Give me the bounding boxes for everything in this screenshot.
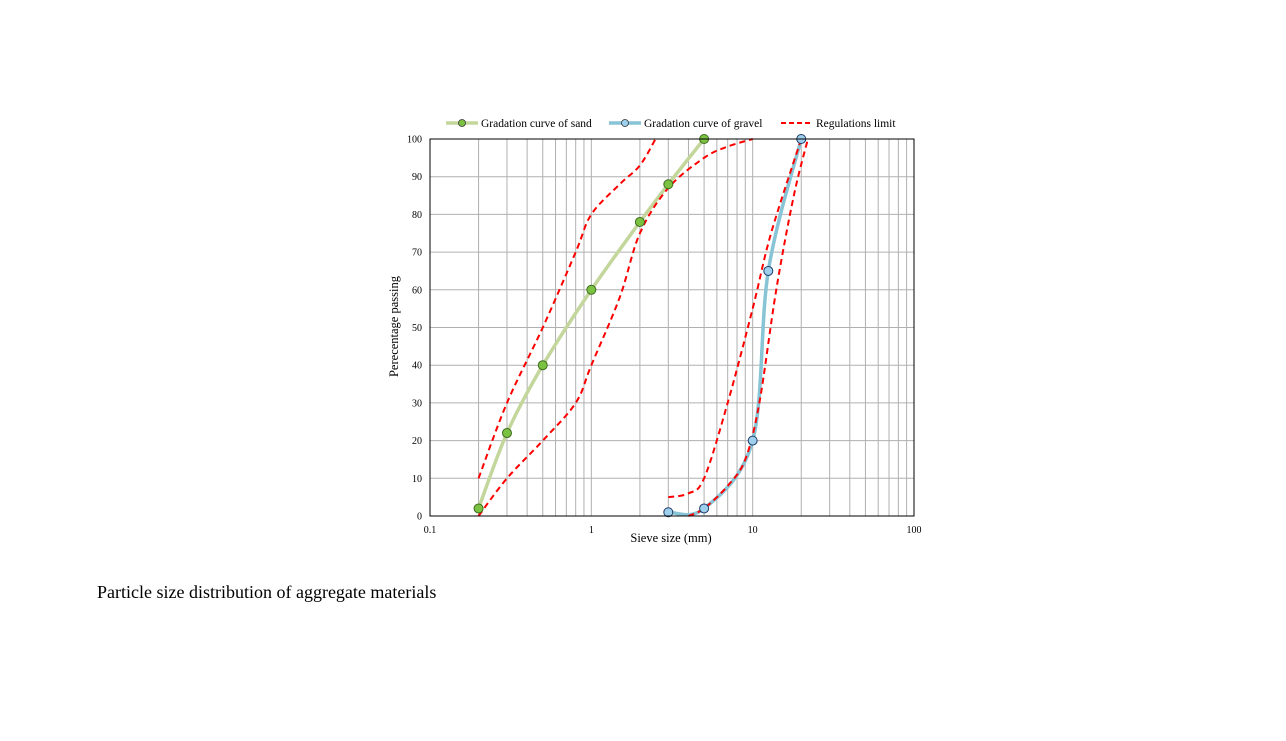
y-tick-label: 60 <box>412 285 422 296</box>
regulation-limit-line-1 <box>477 138 657 479</box>
regulation-limit-line-4 <box>688 138 809 517</box>
sand-data-point <box>634 216 645 227</box>
gravel-data-point <box>663 507 674 518</box>
series-layer <box>473 134 809 518</box>
x-tick-label: 1 <box>589 525 594 536</box>
sand-data-point <box>501 428 512 439</box>
grid <box>430 138 914 516</box>
legend-label: Gradation curve of sand <box>481 118 592 130</box>
x-axis-title: Sieve size (mm) <box>630 531 711 545</box>
x-tick-label: 100 <box>907 525 922 536</box>
y-tick-label: 0 <box>417 512 422 523</box>
regulation-limit-line-3 <box>668 138 803 499</box>
legend-swatch-marker <box>621 119 629 127</box>
y-tick-label: 90 <box>412 172 422 183</box>
tick-labels: 0 10 20 30 40 50 60 70 80 90 100 0.1 1 10 100 <box>407 135 922 537</box>
plot-frame <box>429 138 915 517</box>
legend-label: Regulations limit <box>816 118 896 130</box>
sand-data-point <box>586 284 597 295</box>
y-tick-label: 40 <box>412 361 422 372</box>
sand-data-point <box>663 179 674 190</box>
legend-swatch-marker <box>458 119 466 127</box>
regulation-limit-line-2 <box>477 138 753 517</box>
y-axis-title: Perecentage passing <box>387 275 401 377</box>
y-tick-label: 30 <box>412 398 422 409</box>
sand-data-point <box>473 503 484 514</box>
y-tick-label: 100 <box>407 135 422 146</box>
y-tick-label: 70 <box>412 248 422 259</box>
figure-caption: Particle size distribution of aggregate … <box>97 582 437 602</box>
gravel-data-point <box>747 435 758 446</box>
y-tick-label: 80 <box>412 210 422 221</box>
legend: Gradation curve of sand Gradation curve o… <box>446 118 896 130</box>
legend-label: Gradation curve of gravel <box>644 118 762 130</box>
y-tick-label: 50 <box>412 323 422 334</box>
gravel-data-point <box>763 265 774 276</box>
gravel-data-point <box>699 503 710 514</box>
sand-data-point <box>537 360 548 371</box>
x-tick-label: 10 <box>748 525 758 536</box>
y-tick-label: 20 <box>412 436 422 447</box>
y-tick-label: 10 <box>412 474 422 485</box>
x-tick-label: 0.1 <box>424 525 437 536</box>
